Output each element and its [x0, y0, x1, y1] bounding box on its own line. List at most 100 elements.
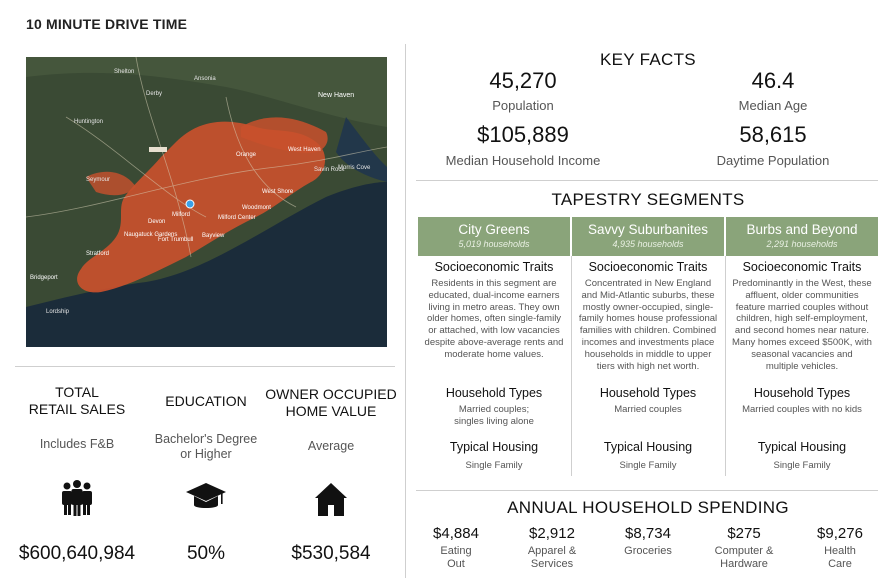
metric-value: $530,584 [291, 543, 371, 564]
map-label: Orange [236, 152, 257, 158]
spending-label: Groceries [624, 545, 672, 557]
spending-label: Computer & [714, 545, 774, 557]
spending-value: $2,912 [529, 525, 575, 542]
spending-item-computer: $275 Computer & Hardware [698, 525, 790, 571]
key-fact-value: 58,615 [739, 122, 807, 147]
metric-label: TOTAL [55, 384, 99, 400]
spending-item-groceries: $8,734 Groceries [602, 525, 694, 558]
segment-divider [571, 256, 572, 476]
map-label: Derby [146, 91, 163, 97]
left-divider [15, 366, 395, 367]
graduation-cap-icon [185, 480, 227, 521]
metric-value: $600,640,984 [18, 543, 136, 564]
map-label: New Haven [318, 92, 355, 99]
traits-line: seasonal vacancies and [751, 348, 853, 360]
typical-housing-block: Typical Housing Single Family [572, 440, 724, 472]
spending-value: $4,884 [433, 525, 479, 542]
spending-value: $8,734 [625, 525, 671, 542]
household-types-line: Married couples with no kids [742, 404, 862, 415]
segment-households: 5,019 households [458, 239, 530, 249]
household-types-heading: Household Types [753, 386, 851, 400]
metric-sub: Includes F&B [8, 437, 146, 452]
household-types-heading: Household Types [599, 386, 697, 400]
segment-header: Burbs and Beyond 2,291 households [726, 217, 878, 256]
map-label: Ansonia [194, 76, 216, 82]
map-graphic [26, 57, 387, 347]
traits-text: Predominantly in the West, these affluen… [726, 278, 878, 372]
traits-text: Concentrated in New England and Mid-Atla… [572, 278, 724, 372]
tapestry-heading: TAPESTRY SEGMENTS [551, 190, 745, 209]
column-divider [405, 44, 406, 578]
metric-total-retail-sales: TOTAL RETAIL SALES [8, 384, 146, 418]
people-group-icon [57, 478, 97, 523]
traits-line: moderate home values. [444, 348, 544, 360]
spending-value: $9,276 [817, 525, 863, 542]
map-label: Shelton [114, 69, 135, 75]
traits-line: incomes and investments place [581, 336, 715, 348]
key-fact-label: Median Age [738, 98, 808, 113]
spending-heading: ANNUAL HOUSEHOLD SPENDING [507, 498, 789, 517]
key-fact-value: 45,270 [489, 68, 557, 93]
traits-line: despite above-average rents and [424, 336, 564, 348]
typical-housing-value: Single Family [773, 460, 831, 471]
map-label: Morris Cove [338, 165, 371, 171]
typical-housing-value: Single Family [619, 460, 677, 471]
traits-line: mostly owner-occupied, single- [582, 301, 714, 313]
traits-line: Concentrated in New England [584, 278, 712, 289]
metric-owner-occupied-home-value: OWNER OCCUPIED HOME VALUE [264, 386, 398, 420]
traits-line: feature married couples without [735, 301, 869, 313]
spending-label: Services [530, 558, 574, 570]
segment-name: Burbs and Beyond [746, 222, 858, 237]
spending-label: Care [828, 558, 852, 570]
typical-housing-heading: Typical Housing [603, 440, 693, 454]
spending-item-eating-out: $4,884 Eating Out [410, 525, 502, 571]
household-types-line: Married couples [614, 404, 682, 415]
segment-header: Savvy Suburbanites 4,935 households [572, 217, 724, 256]
typical-housing-heading: Typical Housing [449, 440, 539, 454]
segment-households: 4,935 households [612, 239, 684, 249]
map-label: West Shore [262, 189, 294, 195]
map-label: Bridgeport [30, 275, 58, 281]
map-label: Milford Center [218, 215, 256, 221]
map-label: Seymour [86, 177, 111, 183]
traits-line: Many homes exceed $500K, with [732, 336, 872, 348]
metric-label: OWNER OCCUPIED [265, 386, 397, 402]
segment-header: City Greens 5,019 households [418, 217, 570, 256]
section-divider [416, 180, 878, 181]
spending-item-health-care: $9,276 Health Care [794, 525, 886, 571]
key-fact-label: Population [492, 98, 554, 113]
traits-line: family homes house professional [578, 313, 718, 325]
household-types-block: Household Types Married couples [572, 386, 724, 416]
traits-line: living in metro areas. They own [428, 301, 560, 313]
page-title: 10 MINUTE DRIVE TIME [26, 16, 188, 32]
key-fact-label: Daytime Population [716, 153, 830, 168]
traits-heading: Socioeconomic Traits [742, 260, 862, 274]
spending-label: Eating [440, 545, 472, 557]
metric-sub-text: or Higher [180, 447, 232, 461]
map-label: Savin Rock [314, 167, 345, 173]
section-divider [416, 490, 878, 491]
spending-item-apparel: $2,912 Apparel & Services [506, 525, 598, 571]
key-fact-value: 46.4 [751, 68, 795, 93]
map-label: Naugatuck Gardens [124, 232, 178, 238]
metric-value: 50% [186, 543, 226, 564]
typical-housing-block: Typical Housing Single Family [418, 440, 570, 472]
traits-text: Residents in this segment are educated, … [418, 278, 570, 361]
metric-label: HOME VALUE [285, 403, 377, 419]
drive-time-map[interactable]: Shelton Ansonia Derby New Haven Huntingt… [26, 57, 387, 347]
household-types-line: singles living alone [454, 415, 534, 427]
segment-savvy-suburbanites: Savvy Suburbanites 4,935 households Soci… [572, 217, 724, 477]
metric-label: RETAIL SALES [28, 401, 126, 417]
traits-line: and Mid-Atlantic suburbs, these [581, 289, 715, 301]
traits-line: tiers with high net worth. [596, 360, 700, 372]
household-types-line: Married couples; [458, 404, 530, 415]
segment-city-greens: City Greens 5,019 households Socioeconom… [418, 217, 570, 477]
traits-line: educated, dual-income earners [428, 289, 560, 301]
spending-label: Out [447, 558, 465, 570]
map-label: West Haven [288, 147, 321, 153]
metric-sub-text: Includes F&B [39, 437, 115, 451]
map-label: Milford [172, 212, 191, 218]
household-types-heading: Household Types [445, 386, 543, 400]
spending-label: Apparel & [527, 545, 577, 557]
traits-heading: Socioeconomic Traits [588, 260, 708, 274]
